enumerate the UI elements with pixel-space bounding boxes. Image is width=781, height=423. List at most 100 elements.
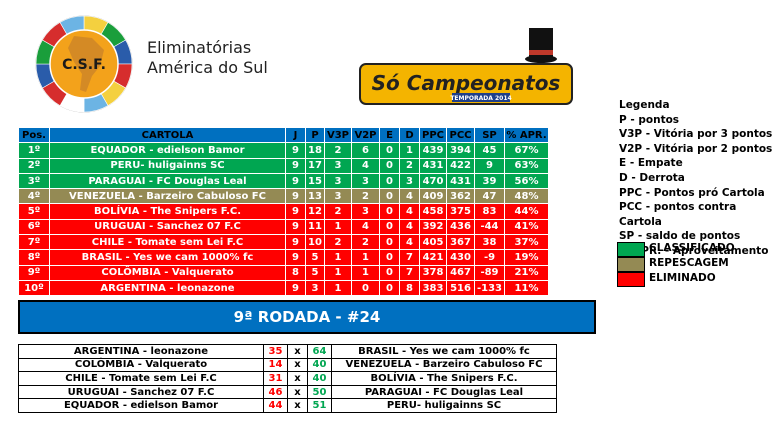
standings-cell: 19% <box>504 249 549 266</box>
legend-status-classificado: CLASSIFICADO <box>617 242 775 257</box>
legend-status-label: REPESCAGEM <box>649 257 729 269</box>
match-away-score: 40 <box>307 357 332 373</box>
match-row: URUGUAI - Sanchez 07 F.C 46 x 50 PARAGUAI - … <box>18 384 557 400</box>
csf-logo-text: C.S.F. <box>62 57 106 73</box>
standings-cell: 375 <box>446 203 475 220</box>
standings-cell: EQUADOR - edielson Bamor <box>49 142 286 159</box>
standings-col-header: D <box>399 126 420 144</box>
legend-swatch-olive <box>617 257 645 272</box>
standings-cell: 4 <box>399 203 420 220</box>
standings-cell: 9 <box>285 142 306 159</box>
match-away-score: 51 <box>307 398 332 413</box>
standings-cell: 9º <box>18 264 50 281</box>
standings-row: 10º ARGENTINA - leonazone 9 3 1 0 0 8 383 516 -133… <box>18 279 549 297</box>
standings-col-header: SP <box>474 126 505 144</box>
standings-cell: 47 <box>474 188 505 205</box>
legend-item: V3P - Vitória por 3 pontos <box>619 128 773 141</box>
standings-cell: 470 <box>419 172 447 190</box>
standings-cell: 1 <box>351 264 380 281</box>
standings-cell: 63% <box>504 157 549 174</box>
standings-cell: 44% <box>504 203 549 220</box>
standings-row: 3º PARAGUAI - FC Douglas Leal 9 15 3 3 0 3 470 43… <box>18 172 549 190</box>
standings-cell: 5º <box>18 203 50 220</box>
standings-col-header: J <box>285 126 306 144</box>
standings-cell: 48% <box>504 188 549 205</box>
standings-cell: 1 <box>324 249 352 266</box>
standings-cell: -9 <box>474 249 505 266</box>
standings-cell: 21% <box>504 264 549 281</box>
legend-status-label: CLASSIFICADO <box>649 242 735 254</box>
standings-cell: 2 <box>324 142 352 159</box>
round-banner: 9ª RODADA - #24 <box>18 300 596 334</box>
standings-cell: 2 <box>399 157 420 174</box>
match-home-score: 46 <box>263 384 288 400</box>
standings-cell: 9 <box>285 234 306 251</box>
legend-item: V2P - Vitória por 2 pontos <box>619 142 773 155</box>
match-home-score: 14 <box>263 357 288 373</box>
standings-cell: 0 <box>379 264 400 281</box>
standings-cell: BRASIL - Yes we cam 1000% fc <box>49 249 286 266</box>
match-away-team: VENEZUELA - Barzeiro Cabuloso FC <box>331 357 557 373</box>
standings-cell: 362 <box>446 188 475 205</box>
standings-cell: 3º <box>18 172 50 190</box>
standings-row: 8º BRASIL - Yes we cam 1000% fc 9 5 1 1 0 7 421 4… <box>18 249 549 266</box>
standings-cell: 9 <box>285 157 306 174</box>
standings-cell: 0 <box>351 279 380 297</box>
match-home-score: 44 <box>263 398 288 413</box>
legend-item: % APR. - Aproveitamento <box>619 244 769 257</box>
standings-cell: 458 <box>419 203 447 220</box>
standings-cell: 4º <box>18 188 50 205</box>
standings-cell: 6º <box>18 218 50 236</box>
match-separator: x <box>287 398 308 413</box>
standings-cell: 6 <box>351 142 380 159</box>
match-separator: x <box>287 371 308 386</box>
match-home-team: CHILE - Tomate sem Lei F.C <box>18 371 264 386</box>
standings-cell: 436 <box>446 218 475 236</box>
standings-cell: PARAGUAI - FC Douglas Leal <box>49 172 286 190</box>
match-home-team: EQUADOR - edielson Bamor <box>18 398 264 413</box>
legend-item: SP - saldo de pontos <box>619 230 741 243</box>
standings-cell: URUGUAI - Sanchez 07 F.C <box>49 218 286 236</box>
match-home-team: COLÔMBIA - Valquerato <box>18 357 264 373</box>
standings-cell: 4 <box>351 157 380 174</box>
standings-cell: 9 <box>285 218 306 236</box>
standings-cell: 1 <box>324 279 352 297</box>
standings-cell: 83 <box>474 203 505 220</box>
standings-col-header: Pos. <box>18 126 50 144</box>
standings-cell: 0 <box>379 218 400 236</box>
standings-cell: 431 <box>446 172 475 190</box>
standings-cell: 17 <box>305 157 325 174</box>
standings-cell: BOLÍVIA - The Snipers F.C. <box>49 203 286 220</box>
matches-table: ARGENTINA - leonazone 35 x 64 BRASIL - Yes w… <box>18 344 557 413</box>
standings-cell: 0 <box>379 142 400 159</box>
standings-cell: 11 <box>305 218 325 236</box>
standings-cell: 467 <box>446 264 475 281</box>
standings-cell: 431 <box>419 157 447 174</box>
standings-col-header: V3P <box>324 126 352 144</box>
standings-cell: 4 <box>399 188 420 205</box>
legend-status-label: ELIMINADO <box>649 272 716 284</box>
standings-col-header: PPC <box>419 126 447 144</box>
match-away-score: 40 <box>307 371 332 386</box>
match-separator: x <box>287 357 308 373</box>
standings-cell: -44 <box>474 218 505 236</box>
standings-row: 7º CHILE - Tomate sem Lei F.C 9 10 2 2 0 4 405 36… <box>18 234 549 251</box>
standings-cell: 2 <box>324 203 352 220</box>
standings-row: 4º VENEZUELA - Barzeiro Cabuloso FC 9 13 3 2 0… <box>18 188 549 205</box>
match-away-team: BOLÍVIA - The Snipers F.C. <box>331 371 557 386</box>
standings-cell: 39 <box>474 172 505 190</box>
brand-name: Só Campeonatos <box>372 71 561 95</box>
standings-cell: 9 <box>285 203 306 220</box>
standings-cell: 9 <box>285 279 306 297</box>
standings-cell: 3 <box>351 203 380 220</box>
standings-cell: 8 <box>399 279 420 297</box>
standings-cell: 56% <box>504 172 549 190</box>
standings-col-header: V2P <box>351 126 380 144</box>
standings-row: 6º URUGUAI - Sanchez 07 F.C 9 11 1 4 0 4 392 436-… <box>18 218 549 236</box>
standings-cell: 405 <box>419 234 447 251</box>
match-home-team: URUGUAI - Sanchez 07 F.C <box>18 384 264 400</box>
legend-swatch-red <box>617 272 645 287</box>
match-separator: x <box>287 344 308 359</box>
standings-cell: 1 <box>399 142 420 159</box>
standings-cell: 422 <box>446 157 475 174</box>
